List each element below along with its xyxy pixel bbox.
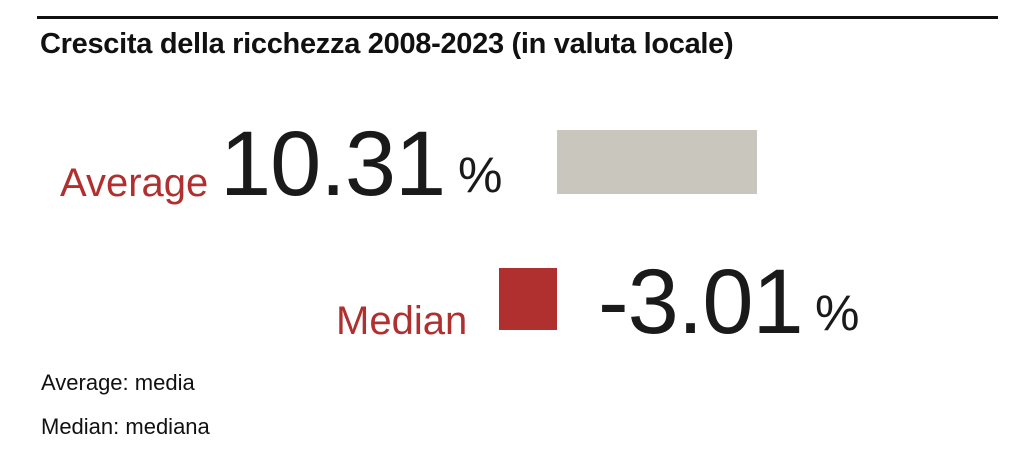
average-value: 10.31	[220, 113, 446, 215]
median-unit: %	[815, 285, 860, 341]
average-bar	[557, 130, 757, 194]
chart-title: Crescita della ricchezza 2008-2023 (in v…	[40, 28, 734, 60]
average-label: Average	[60, 161, 209, 205]
note-median: Median: mediana	[41, 414, 210, 439]
average-unit: %	[458, 147, 503, 203]
median-value: -3.01	[598, 251, 804, 353]
median-bar	[499, 268, 557, 330]
top-rule	[37, 16, 998, 19]
note-average: Average: media	[41, 370, 195, 395]
median-label: Median	[336, 299, 468, 343]
